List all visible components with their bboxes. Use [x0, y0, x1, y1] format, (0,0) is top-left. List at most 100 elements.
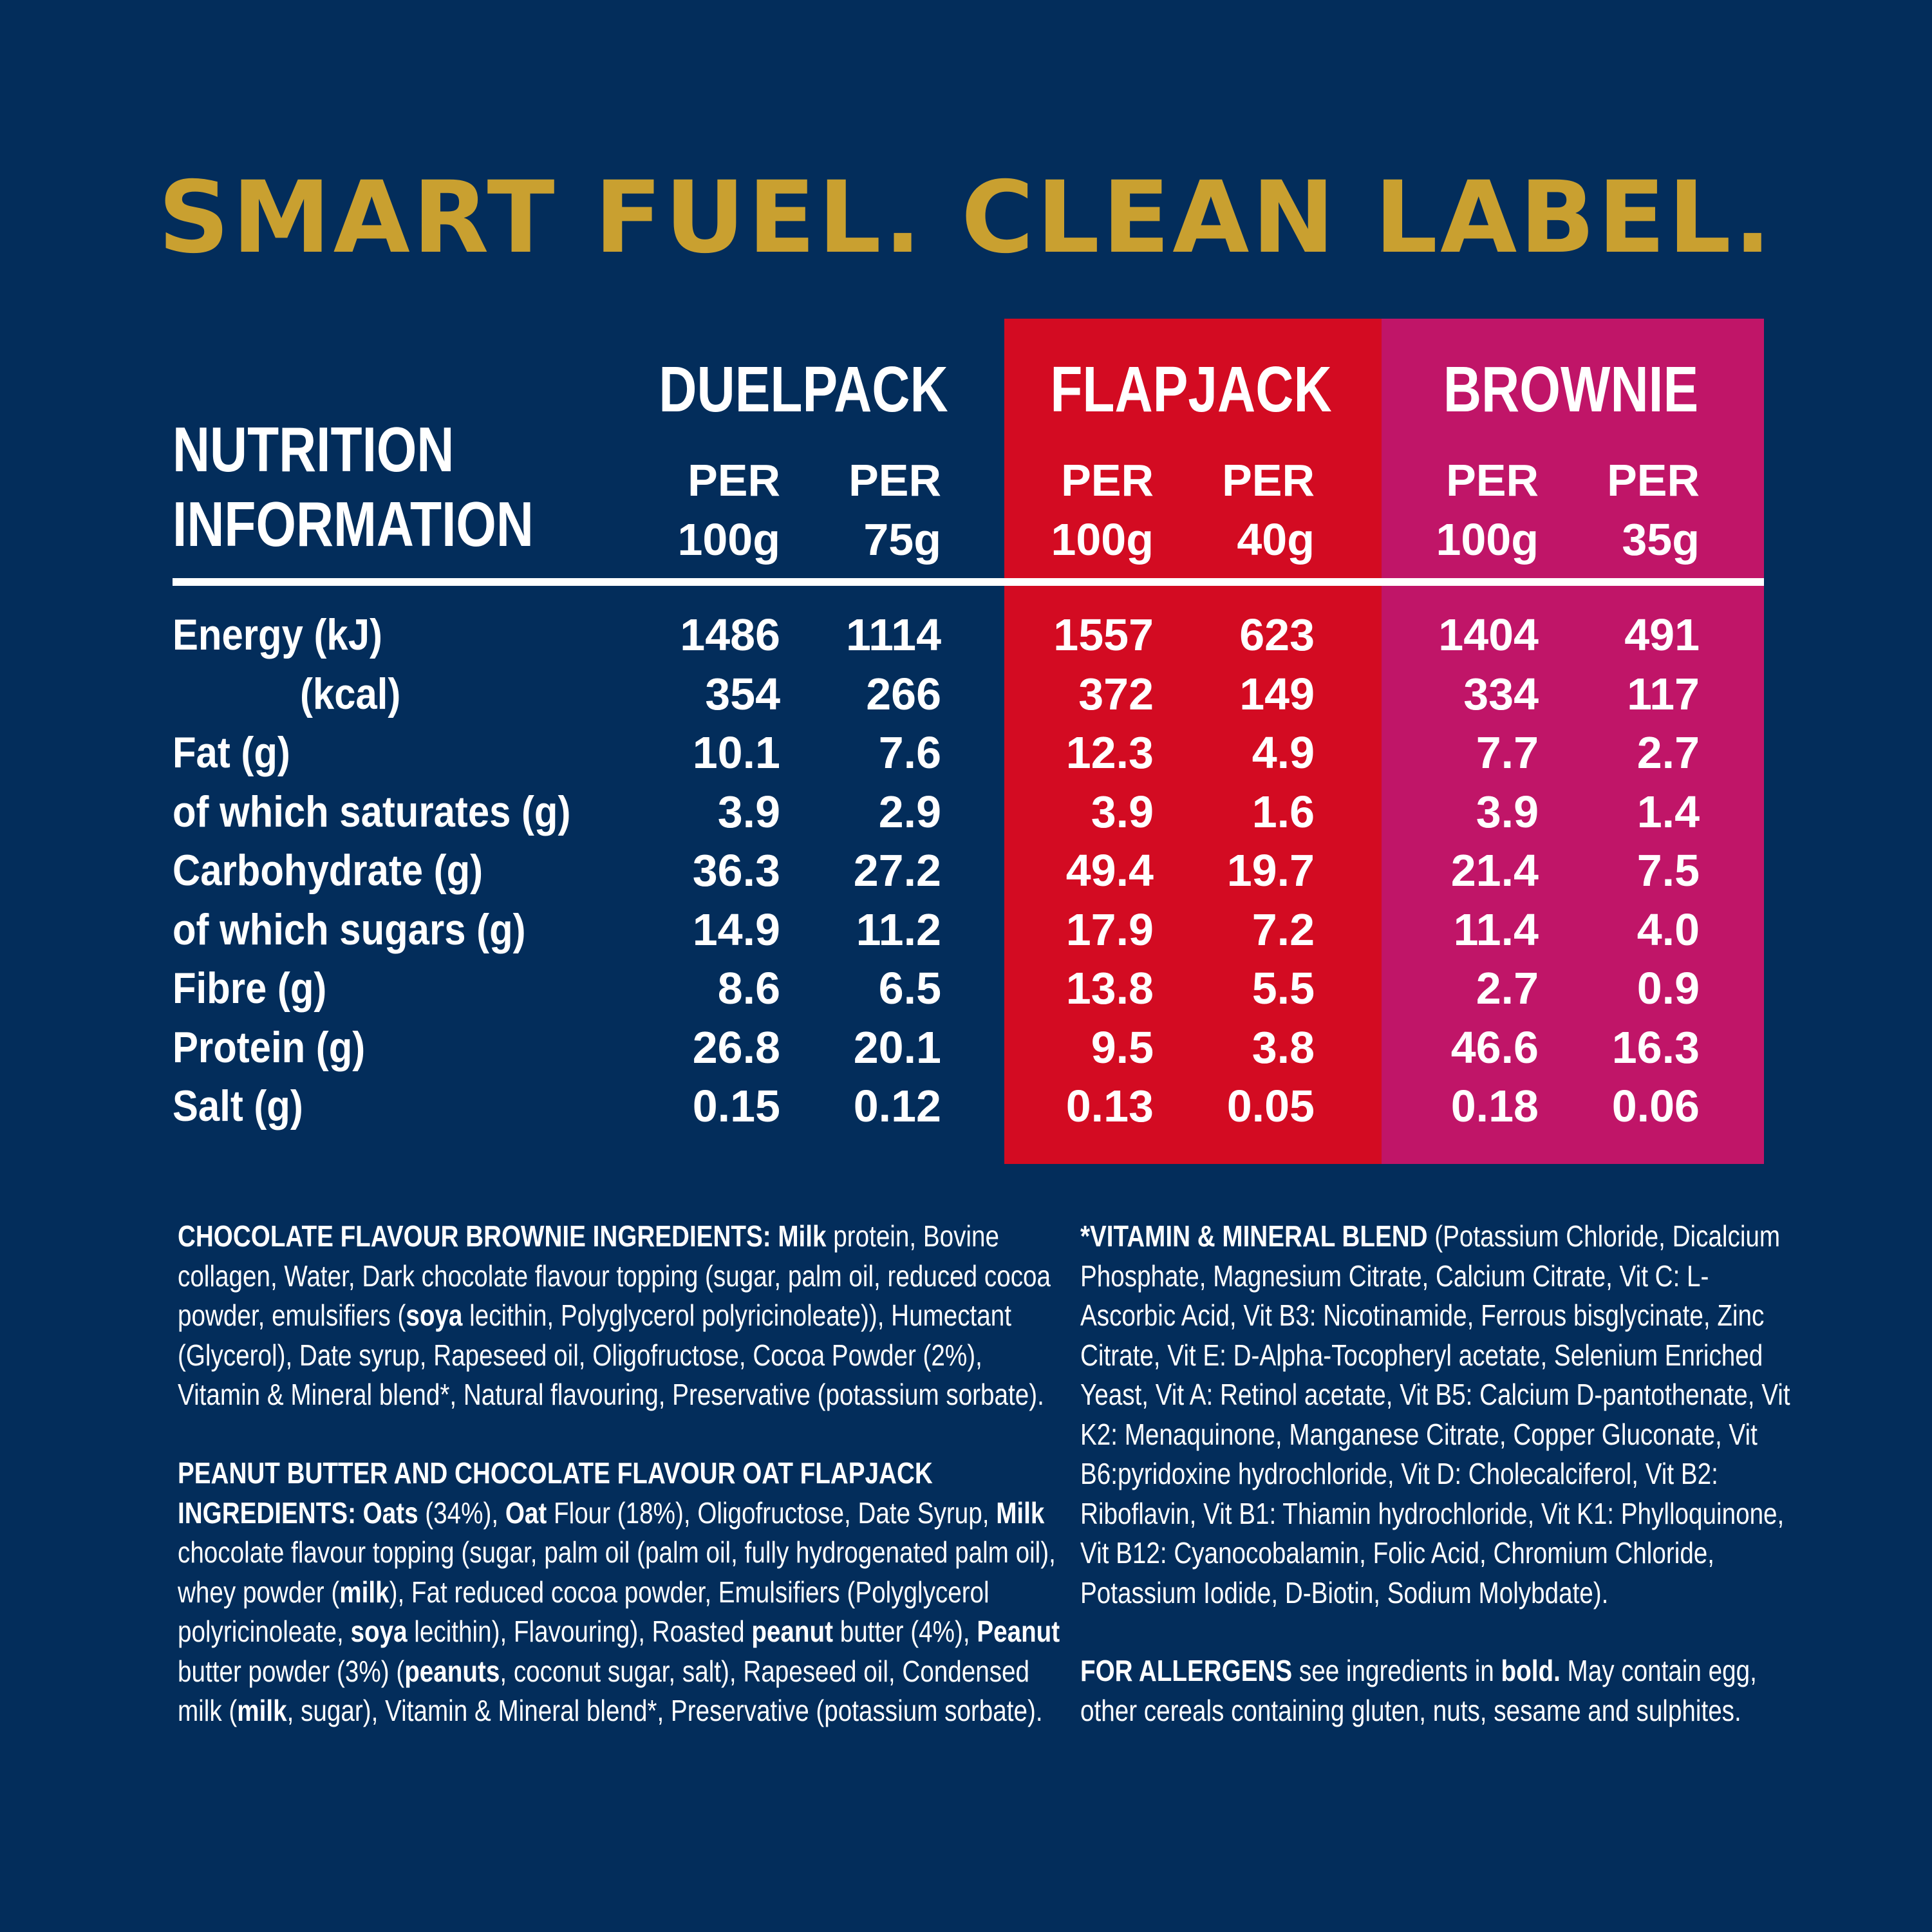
column-header-flapjack-100g: PER 100g — [1025, 451, 1154, 569]
value-cell: 3.9 — [1091, 786, 1154, 837]
text-run: May contain egg, other cereals containin… — [1080, 1654, 1757, 1727]
vitamin-mineral-blend: *VITAMIN & MINERAL BLEND (Potassium Chlo… — [1080, 1217, 1794, 1613]
value-cell: 372 — [1078, 668, 1154, 719]
value-cell: 7.7 — [1476, 727, 1539, 778]
bold-text: milk — [339, 1575, 389, 1609]
text-run: ), Fat reduced cocoa powder, Emulsifiers… — [178, 1575, 989, 1649]
value-cell: 7.2 — [1252, 904, 1315, 955]
column-header-amount: 40g — [1237, 514, 1315, 565]
text-run: lecithin, Polyglycerol polyricinoleate))… — [178, 1299, 1044, 1411]
value-cell: 2.7 — [1476, 963, 1539, 1013]
bold-text: FOR ALLERGENS — [1080, 1654, 1293, 1687]
column-header-amount: 100g — [677, 514, 780, 565]
value-cell: 1486 — [680, 610, 780, 660]
row-label-fat-g: Fat (g) — [173, 728, 290, 777]
value-cell: 21.4 — [1450, 845, 1539, 896]
column-header-amount: 100g — [1051, 514, 1154, 565]
value-cell: 11.2 — [856, 904, 941, 955]
value-cell: 0.12 — [853, 1081, 941, 1131]
bold-text: PEANUT BUTTER AND CHOCOLATE FLAVOUR OAT … — [178, 1456, 933, 1530]
value-cell: 4.0 — [1637, 904, 1700, 955]
column-header-amount: 35g — [1622, 514, 1700, 565]
value-cell: 0.05 — [1226, 1081, 1315, 1131]
value-cell: 266 — [866, 668, 941, 719]
value-cell: 0.18 — [1450, 1081, 1539, 1131]
row-label-protein-g: Protein (g) — [173, 1022, 366, 1072]
column-header-amount: 100g — [1436, 514, 1539, 565]
allergen-statement: FOR ALLERGENS see ingredients in bold. M… — [1080, 1651, 1794, 1730]
bold-text: Milk — [996, 1496, 1045, 1530]
value-cell: 20.1 — [853, 1022, 941, 1073]
column-header-flapjack-40g: PER 40g — [1186, 451, 1315, 569]
value-cell: 623 — [1239, 610, 1315, 660]
value-cell: 17.9 — [1065, 904, 1154, 955]
text-run: butter powder (3%) ( — [178, 1654, 405, 1688]
value-cell: 0.06 — [1611, 1081, 1700, 1131]
bold-text: bold. — [1501, 1654, 1561, 1687]
row-label-energy-kj: Energy (kJ) — [173, 610, 382, 659]
value-cell: 2.9 — [878, 786, 941, 837]
value-cell: 19.7 — [1226, 845, 1315, 896]
column-header-duelpack-100g: PER 100g — [652, 451, 780, 569]
value-cell: 8.6 — [717, 963, 780, 1013]
text-run: , coconut sugar, salt), Rapeseed oil, Co… — [178, 1654, 1030, 1728]
value-cell: 0.15 — [692, 1081, 780, 1131]
value-cell: 491 — [1624, 610, 1700, 660]
value-cell: 9.5 — [1091, 1022, 1154, 1073]
value-cell: 2.7 — [1637, 727, 1700, 778]
brownie-ingredients: CHOCOLATE FLAVOUR BROWNIE INGREDIENTS: M… — [178, 1217, 1070, 1415]
bold-text: CHOCOLATE FLAVOUR BROWNIE INGREDIENTS: M… — [178, 1219, 827, 1253]
nutrition-information-title: NUTRITION INFORMATION — [173, 412, 534, 561]
value-cell: 7.6 — [878, 727, 941, 778]
text-run: butter (4%), — [832, 1615, 977, 1648]
value-cell: 7.5 — [1637, 845, 1700, 896]
nutrition-title-line2: INFORMATION — [173, 489, 534, 559]
bold-text: milk — [237, 1694, 287, 1727]
value-cell: 1404 — [1438, 610, 1539, 660]
text-run: lecithin), Flavouring), Roasted — [407, 1615, 752, 1648]
value-cell: 1.4 — [1637, 786, 1700, 837]
nutrition-title-line1: NUTRITION — [173, 414, 455, 485]
value-cell: 3.9 — [1476, 786, 1539, 837]
header-divider — [173, 578, 1764, 586]
text-run: , sugar), Vitamin & Mineral blend*, Pres… — [286, 1694, 1043, 1727]
bold-text: peanut — [751, 1615, 833, 1648]
row-label-carbohydrate-g: Carbohydrate (g) — [173, 846, 483, 895]
text-run: (34%), — [418, 1496, 505, 1530]
column-header-duelpack-75g: PER 75g — [812, 451, 941, 569]
column-header-per: PER — [688, 455, 780, 505]
value-cell: 13.8 — [1065, 963, 1154, 1013]
bold-text: soya — [350, 1615, 408, 1648]
value-cell: 36.3 — [692, 845, 780, 896]
bold-text: peanuts — [404, 1654, 500, 1688]
column-header-per: PER — [1446, 455, 1539, 505]
bold-text: Oat — [505, 1496, 547, 1530]
value-cell: 16.3 — [1611, 1022, 1700, 1073]
column-header-per: PER — [1607, 455, 1700, 505]
value-cell: 49.4 — [1065, 845, 1154, 896]
row-label-salt-g: Salt (g) — [173, 1082, 303, 1130]
bold-text: soya — [406, 1299, 463, 1332]
text-run: Flour (18%), Oligofructose, Date Syrup, — [547, 1496, 997, 1530]
row-label-of-which-sugars-g: of which sugars (g) — [173, 905, 526, 954]
row-label-kcal: (kcal) — [300, 669, 401, 718]
bold-text: *VITAMIN & MINERAL BLEND — [1080, 1219, 1428, 1253]
value-cell: 1114 — [846, 610, 941, 660]
column-group-flapjack: FLAPJACK — [1050, 353, 1332, 426]
value-cell: 117 — [1627, 668, 1700, 719]
value-cell: 27.2 — [853, 845, 941, 896]
value-cell: 10.1 — [692, 727, 780, 778]
value-cell: 0.9 — [1637, 963, 1700, 1013]
row-label-of-which-saturates-g: of which saturates (g) — [173, 787, 571, 836]
value-cell: 26.8 — [692, 1022, 780, 1073]
value-cell: 14.9 — [692, 904, 780, 955]
value-cell: 46.6 — [1450, 1022, 1539, 1073]
column-group-brownie: BROWNIE — [1443, 353, 1699, 426]
text-run: protein, Bovine collagen, Water, Dark ch… — [178, 1219, 1051, 1332]
column-header-per: PER — [849, 455, 941, 505]
text-run: chocolate flavour topping (sugar, palm o… — [178, 1535, 1056, 1609]
value-cell: 4.9 — [1252, 727, 1315, 778]
value-cell: 354 — [705, 668, 780, 719]
column-header-amount: 75g — [863, 514, 941, 565]
row-label-fibre-g: Fibre (g) — [173, 964, 327, 1013]
